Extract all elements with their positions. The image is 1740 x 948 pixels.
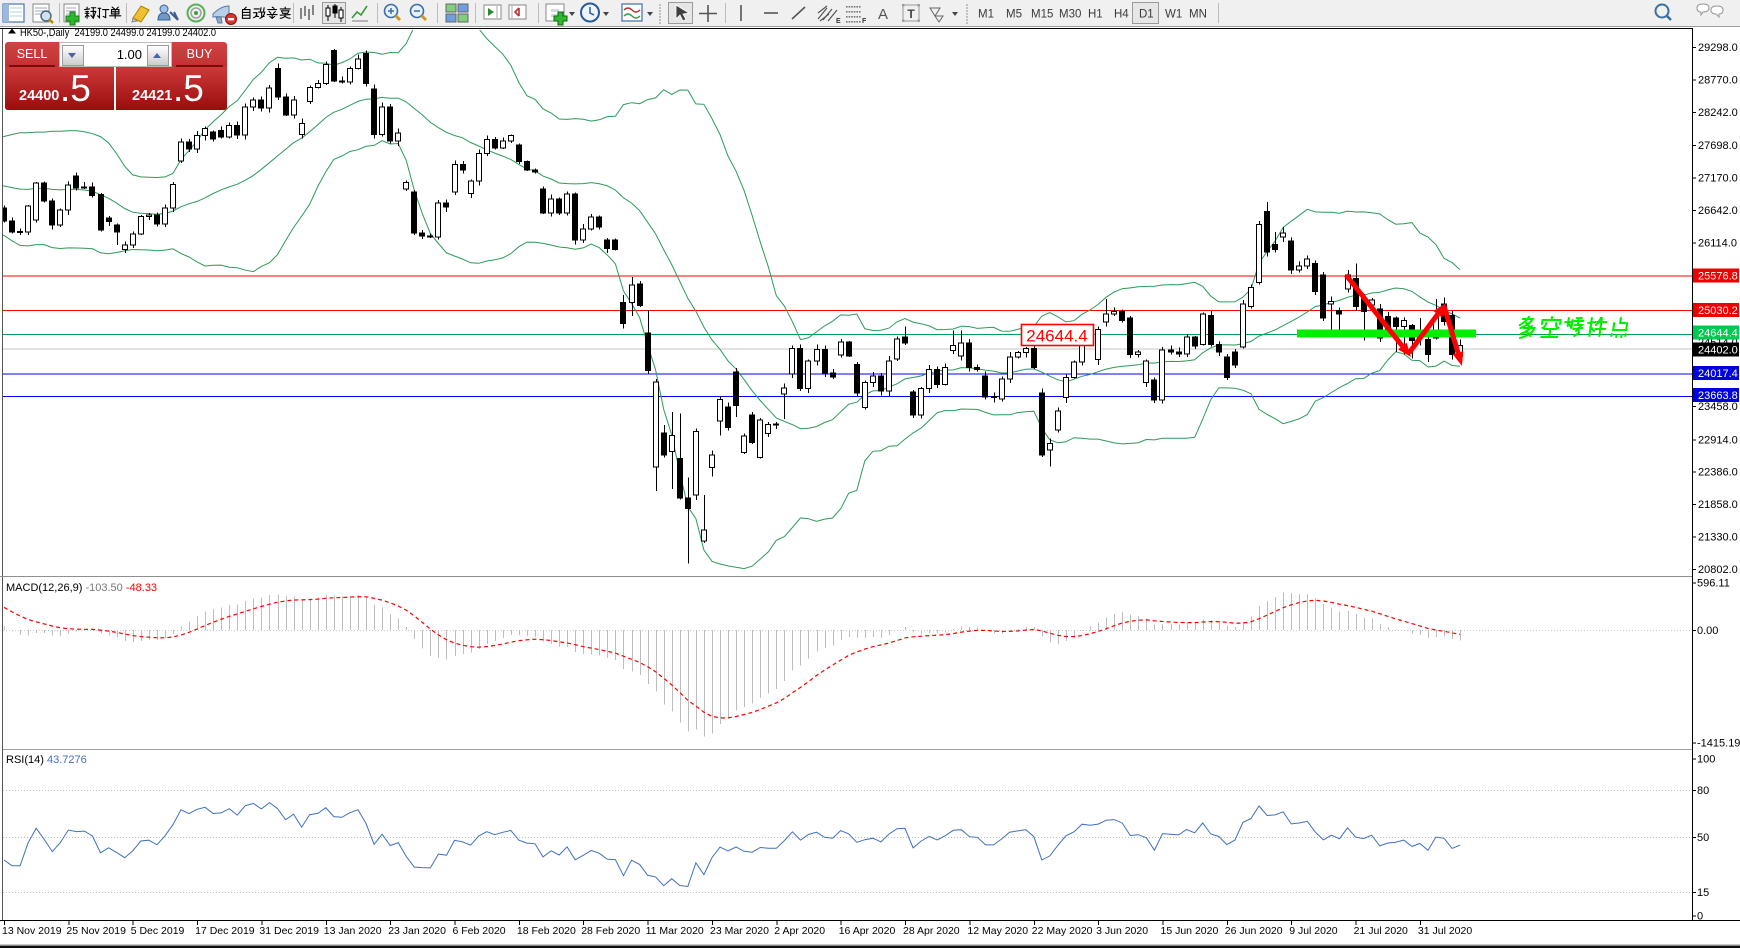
svg-text:28242.0: 28242.0 bbox=[1698, 107, 1738, 119]
svg-text:25576.8: 25576.8 bbox=[1698, 271, 1738, 283]
svg-text:31 Dec 2019: 31 Dec 2019 bbox=[259, 925, 319, 937]
svg-text:23458.0: 23458.0 bbox=[1698, 401, 1738, 413]
svg-text:0.00: 0.00 bbox=[1697, 625, 1718, 637]
svg-text:596.11: 596.11 bbox=[1697, 578, 1730, 590]
svg-text:24644.4: 24644.4 bbox=[1026, 327, 1087, 346]
svg-text:25 Nov 2019: 25 Nov 2019 bbox=[66, 925, 126, 937]
svg-text:F: F bbox=[862, 18, 867, 25]
svg-text:27698.0: 27698.0 bbox=[1698, 140, 1738, 152]
svg-text:A: A bbox=[878, 6, 888, 23]
svg-text:H4: H4 bbox=[1114, 9, 1129, 21]
svg-text:2 Apr 2020: 2 Apr 2020 bbox=[774, 925, 825, 937]
svg-text:0: 0 bbox=[1697, 911, 1703, 923]
svg-text:80: 80 bbox=[1697, 785, 1709, 797]
svg-text:29298.0: 29298.0 bbox=[1698, 42, 1738, 54]
svg-text:21330.0: 21330.0 bbox=[1698, 532, 1738, 544]
svg-text:M5: M5 bbox=[1006, 9, 1022, 21]
svg-text:15 Jun 2020: 15 Jun 2020 bbox=[1161, 925, 1219, 937]
svg-text:28 Feb 2020: 28 Feb 2020 bbox=[581, 925, 640, 937]
svg-text:W1: W1 bbox=[1165, 9, 1182, 21]
svg-text:5 Dec 2019: 5 Dec 2019 bbox=[131, 925, 185, 937]
svg-text:T: T bbox=[907, 7, 915, 21]
svg-text:21 Jul 2020: 21 Jul 2020 bbox=[1354, 925, 1408, 937]
svg-text:22 May 2020: 22 May 2020 bbox=[1032, 925, 1093, 937]
svg-text:21858.0: 21858.0 bbox=[1698, 499, 1738, 511]
svg-text:-1415.19: -1415.19 bbox=[1697, 738, 1740, 750]
svg-text:22386.0: 22386.0 bbox=[1698, 467, 1738, 479]
svg-text:17 Dec 2019: 17 Dec 2019 bbox=[195, 925, 255, 937]
svg-text:22914.0: 22914.0 bbox=[1698, 434, 1738, 446]
svg-text:16 Apr 2020: 16 Apr 2020 bbox=[839, 925, 896, 937]
svg-text:9 Jul 2020: 9 Jul 2020 bbox=[1289, 925, 1338, 937]
svg-text:26 Jun 2020: 26 Jun 2020 bbox=[1225, 925, 1283, 937]
svg-text:100: 100 bbox=[1697, 754, 1715, 766]
svg-text:23 Mar 2020: 23 Mar 2020 bbox=[710, 925, 769, 937]
svg-text:20802.0: 20802.0 bbox=[1698, 564, 1738, 576]
svg-text:26642.0: 26642.0 bbox=[1698, 205, 1738, 217]
svg-text:MACD(12,26,9) -103.50 -48.33: MACD(12,26,9) -103.50 -48.33 bbox=[6, 582, 157, 594]
svg-text:27170.0: 27170.0 bbox=[1698, 173, 1738, 185]
svg-text:24644.4: 24644.4 bbox=[1698, 328, 1738, 340]
svg-text:50: 50 bbox=[1697, 832, 1709, 844]
svg-text:23663.8: 23663.8 bbox=[1698, 390, 1738, 402]
svg-text:23 Jan 2020: 23 Jan 2020 bbox=[388, 925, 446, 937]
svg-text:13 Jan 2020: 13 Jan 2020 bbox=[324, 925, 382, 937]
svg-text:11 Mar 2020: 11 Mar 2020 bbox=[646, 925, 704, 937]
svg-text:18 Feb 2020: 18 Feb 2020 bbox=[517, 925, 576, 937]
svg-text:RSI(14) 43.7276: RSI(14) 43.7276 bbox=[6, 754, 87, 766]
svg-text:H1: H1 bbox=[1088, 9, 1103, 21]
svg-text:25030.2: 25030.2 bbox=[1698, 305, 1738, 317]
svg-text:13 Nov 2019: 13 Nov 2019 bbox=[2, 925, 62, 937]
svg-text:HK50-,Daily 24199.0 24499.0 2: HK50-,Daily 24199.0 24499.0 24199.0 2440… bbox=[20, 27, 216, 39]
svg-text:24017.4: 24017.4 bbox=[1698, 368, 1738, 380]
svg-text:M15: M15 bbox=[1031, 9, 1053, 21]
svg-text:24402.0: 24402.0 bbox=[1698, 344, 1738, 356]
svg-text:E: E bbox=[836, 18, 841, 25]
svg-text:MN: MN bbox=[1189, 9, 1207, 21]
svg-text:M1: M1 bbox=[978, 9, 994, 21]
svg-text:D1: D1 bbox=[1139, 9, 1154, 21]
svg-text:31 Jul 2020: 31 Jul 2020 bbox=[1418, 925, 1472, 937]
svg-text:26114.0: 26114.0 bbox=[1698, 238, 1737, 250]
svg-text:28 Apr 2020: 28 Apr 2020 bbox=[903, 925, 960, 937]
svg-text:6 Feb 2020: 6 Feb 2020 bbox=[453, 925, 506, 937]
svg-text:12 May 2020: 12 May 2020 bbox=[967, 925, 1028, 937]
svg-text:15: 15 bbox=[1697, 887, 1709, 899]
svg-text:3 Jun 2020: 3 Jun 2020 bbox=[1096, 925, 1148, 937]
svg-text:M30: M30 bbox=[1059, 9, 1081, 21]
svg-text:28770.0: 28770.0 bbox=[1698, 74, 1738, 86]
